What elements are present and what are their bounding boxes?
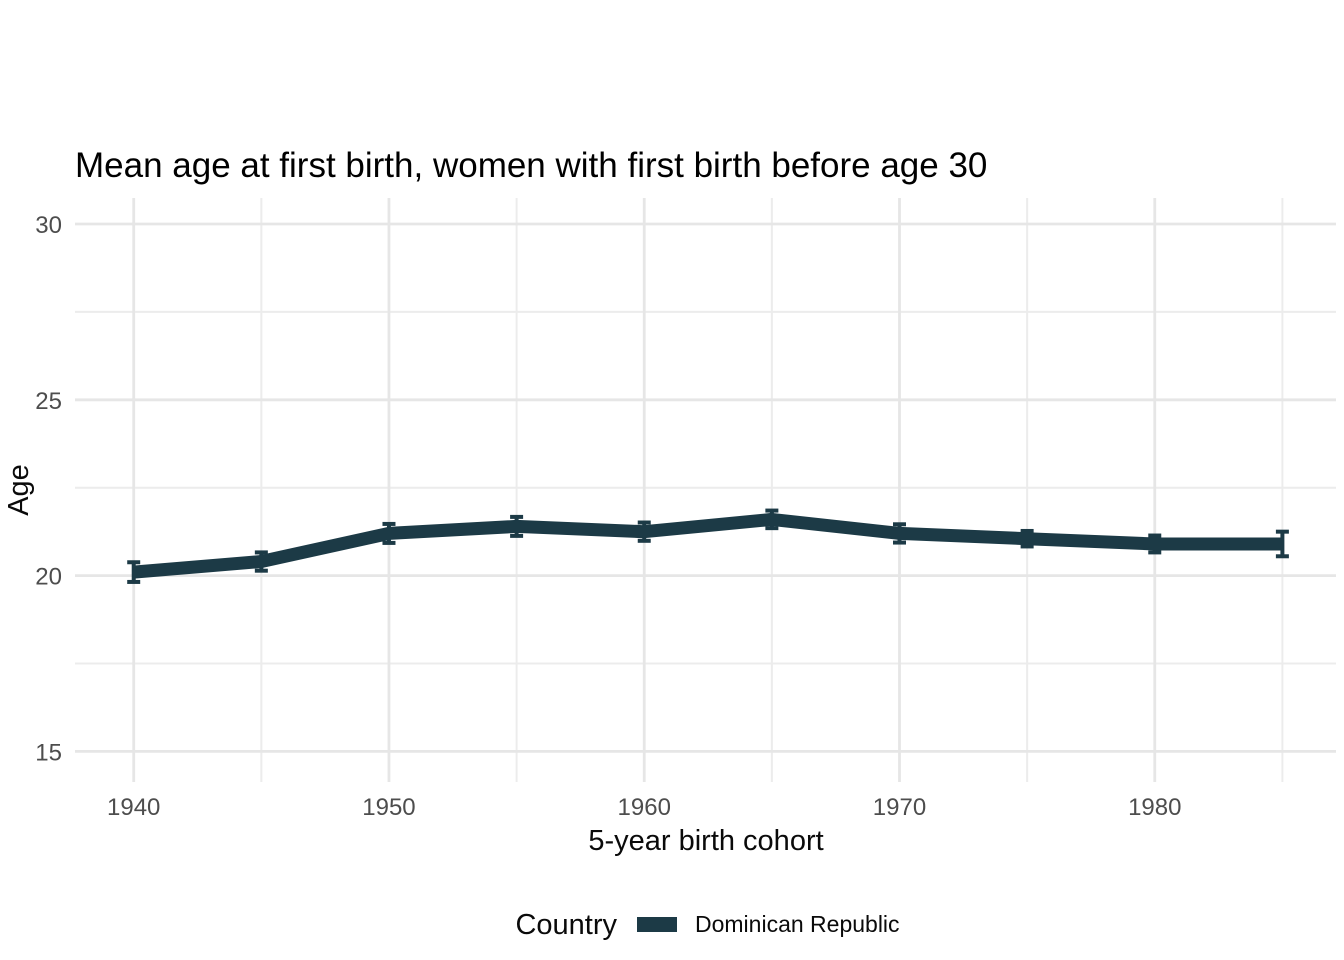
legend-item-label: Dominican Republic	[695, 911, 900, 937]
y-tick-label: 20	[35, 564, 62, 591]
series-line-dominican-republic	[133, 512, 1283, 579]
x-tick-label: 1970	[873, 794, 926, 821]
legend-line-swatch-icon	[637, 917, 677, 932]
x-tick-label: 1980	[1128, 794, 1181, 821]
x-tick-label: 1960	[618, 794, 671, 821]
y-tick-label: 15	[35, 739, 62, 766]
y-axis-title: Age	[3, 464, 35, 516]
y-axis-tick-labels: 15 20 25 30	[35, 212, 62, 766]
x-axis-title: 5-year birth cohort	[588, 825, 823, 857]
y-tick-label: 25	[35, 388, 62, 415]
y-tick-label: 30	[35, 212, 62, 239]
x-axis-tick-labels: 1940 1950 1960 1970 1980	[107, 794, 1181, 821]
legend-title: Country	[515, 909, 617, 941]
legend: Country Dominican Republic	[515, 909, 899, 941]
x-tick-label: 1950	[362, 794, 415, 821]
major-gridlines	[75, 198, 1336, 782]
minor-gridlines	[75, 198, 1336, 782]
chart-title: Mean age at first birth, women with firs…	[75, 146, 987, 185]
x-tick-label: 1940	[107, 794, 160, 821]
